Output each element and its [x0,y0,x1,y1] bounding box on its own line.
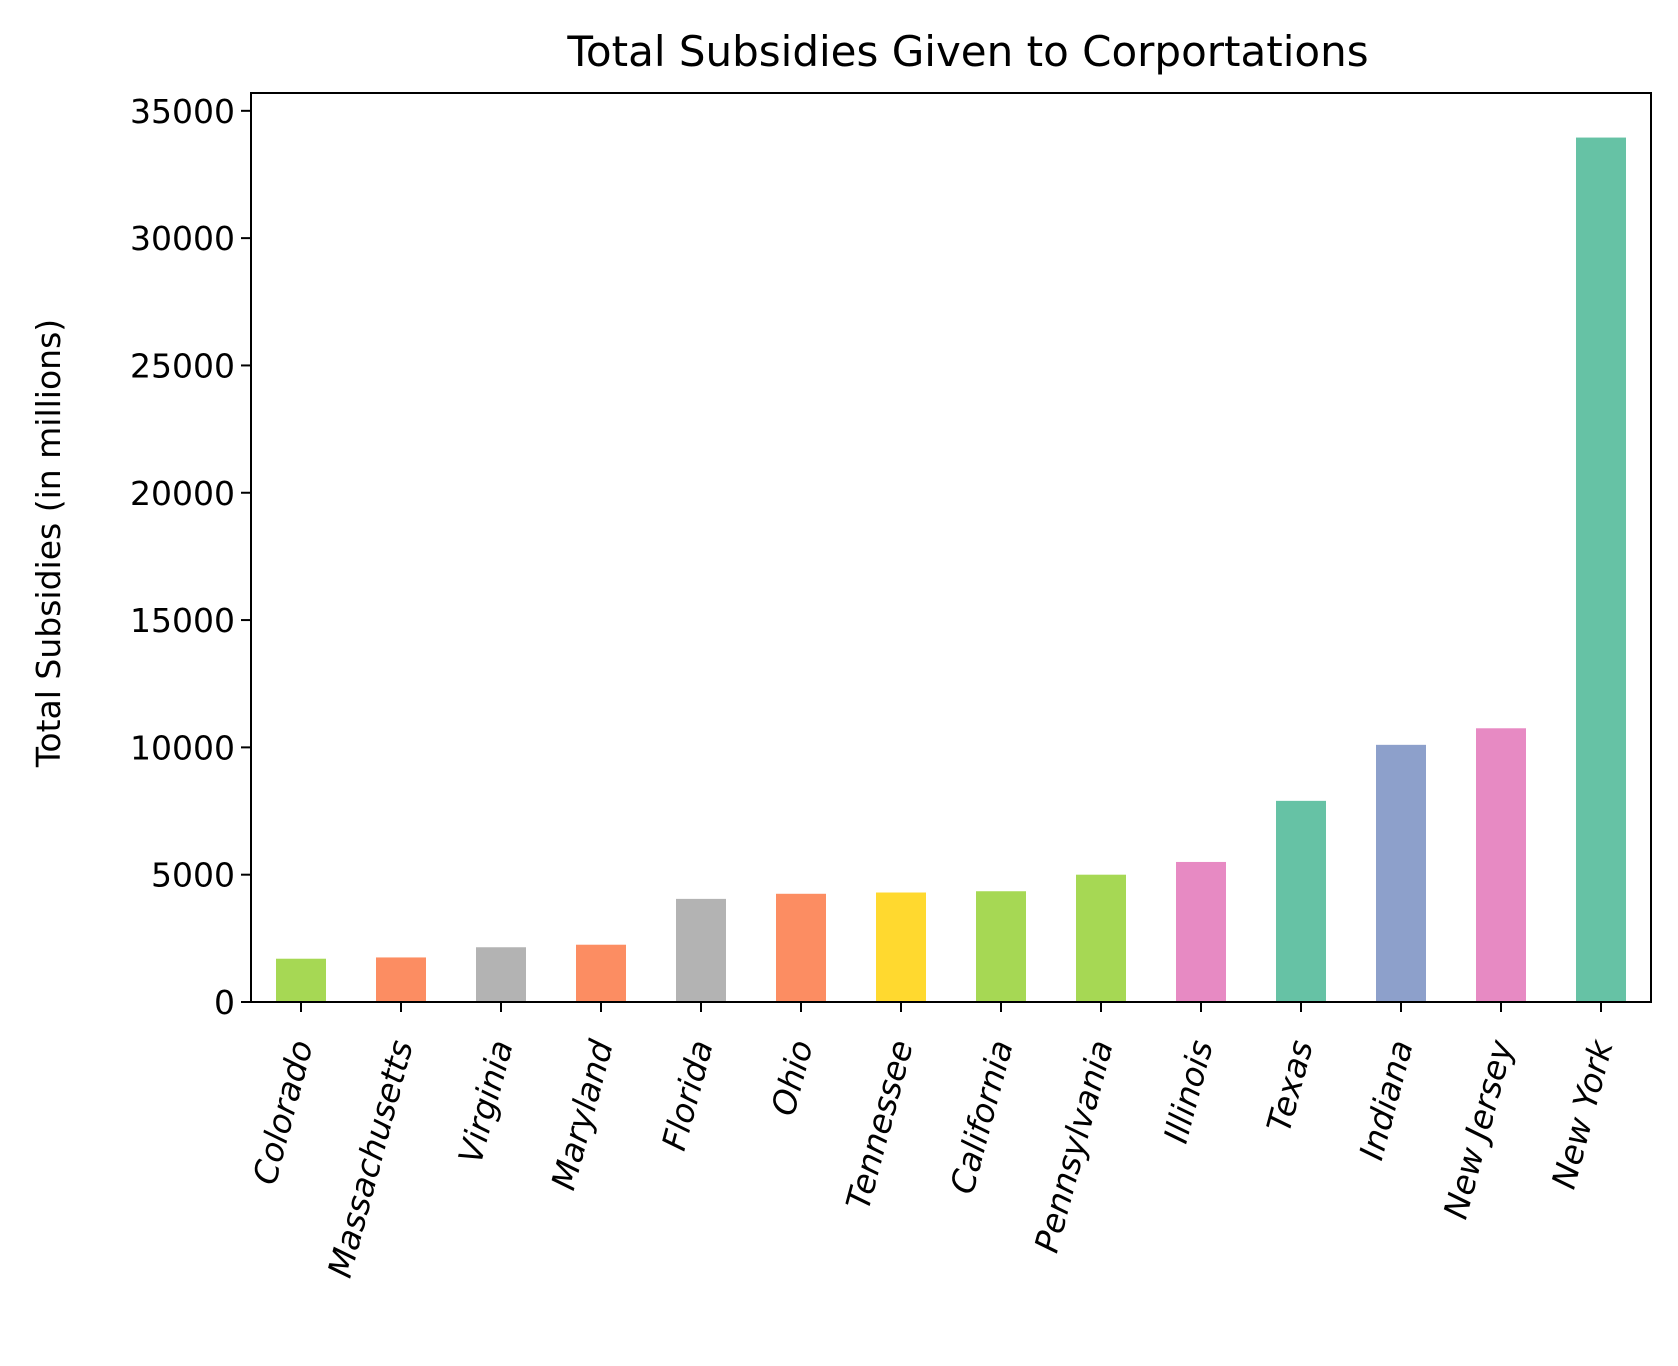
x-tick-label: Indiana [1351,1036,1420,1164]
bar-new-jersey [1476,728,1526,1002]
x-tick-label: Massachusetts [320,1036,421,1282]
bar-massachusetts [376,957,426,1002]
x-axis-ticks: Colorado Massachusetts Virginia Maryland Flo… [245,1002,1621,1282]
x-tick-label: Virginia [451,1036,521,1168]
bar-maryland [576,944,626,1002]
y-tick-label: 10000 [130,728,235,767]
bar-new-york [1576,137,1626,1002]
y-tick-label: 25000 [130,346,235,385]
bar-illinois [1176,861,1226,1002]
x-tick-label: Texas [1259,1036,1321,1136]
x-tick-label: Illinois [1156,1036,1221,1147]
x-tick-label: Ohio [763,1036,820,1120]
bar-virginia [476,947,526,1002]
bar-indiana [1376,744,1426,1002]
y-tick-label: 35000 [130,92,235,131]
y-tick-label: 0 [214,983,235,1022]
chart-title: Total Subsidies Given to Corportations [566,27,1368,76]
bars-group [276,137,1626,1002]
x-tick-label: Florida [654,1036,721,1155]
bar-texas [1276,800,1326,1002]
x-tick-label: Maryland [543,1035,621,1194]
bar-tennessee [876,892,926,1002]
x-tick-label: New York [1544,1034,1621,1193]
bar-california [976,891,1026,1002]
y-axis-ticks: 0 5000 10000 15000 20000 25000 30000 35000 [130,92,251,1022]
y-tick-label: 20000 [130,474,235,513]
y-tick-label: 5000 [151,856,235,895]
bar-florida [676,898,726,1002]
y-tick-label: 15000 [130,601,235,640]
bar-pennsylvania [1076,874,1126,1002]
y-axis-label: Total Subsidies (in millions) [29,319,68,768]
x-tick-label: Tennessee [838,1036,921,1214]
x-tick-label: Colorado [245,1036,321,1189]
bar-colorado [276,958,326,1002]
plot-frame [250,92,1652,1003]
x-tick-label: Pennsylvania [1027,1036,1121,1257]
x-tick-label: New Jersey [1436,1036,1521,1223]
y-tick-label: 30000 [130,219,235,258]
x-tick-label: California [942,1036,1020,1198]
bar-ohio [776,893,826,1002]
